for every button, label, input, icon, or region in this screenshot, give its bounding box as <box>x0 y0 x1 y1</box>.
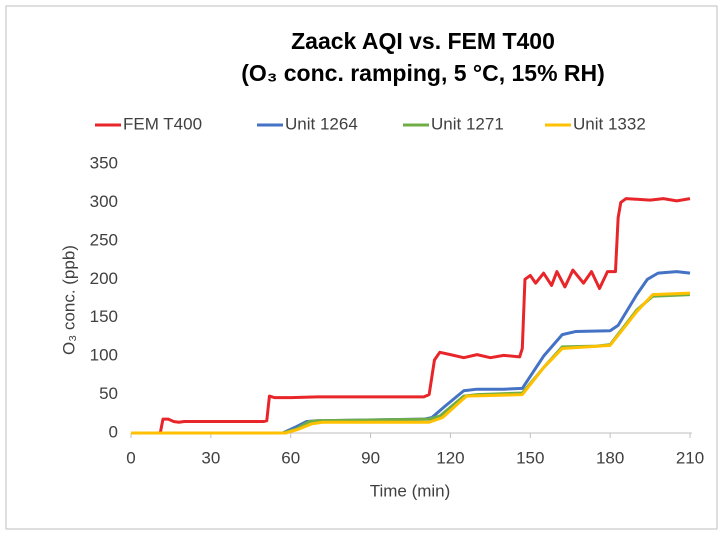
legend-label: Unit 1264 <box>285 114 358 133</box>
y-tick-label: 50 <box>99 384 118 403</box>
x-tick-label: 0 <box>126 448 135 467</box>
legend-label: Unit 1271 <box>431 114 504 133</box>
y-tick-label: 0 <box>109 422 118 441</box>
y-tick-label: 100 <box>90 346 118 365</box>
x-tick-label: 30 <box>201 448 220 467</box>
chart-subtitle: (O₃ conc. ramping, 5 °C, 15% RH) <box>241 60 605 86</box>
x-tick-label: 60 <box>281 448 300 467</box>
x-tick-label: 210 <box>676 448 704 467</box>
legend-label: Unit 1332 <box>573 114 646 133</box>
x-tick-label: 150 <box>516 448 544 467</box>
x-axis-title: Time (min) <box>370 481 451 500</box>
x-tick-label: 180 <box>596 448 624 467</box>
y-tick-label: 350 <box>90 153 118 172</box>
x-tick-label: 90 <box>361 448 380 467</box>
y-tick-label: 300 <box>90 192 118 211</box>
series-line <box>131 197 691 435</box>
x-tick-label: 120 <box>436 448 464 467</box>
y-axis-title: O₃ conc. (ppb) <box>59 245 78 355</box>
y-tick-label: 150 <box>90 307 118 326</box>
y-tick-label: 200 <box>90 269 118 288</box>
y-tick-label: 250 <box>90 230 118 249</box>
chart-title: Zaack AQI vs. FEM T400 <box>291 28 555 54</box>
legend-label: FEM T400 <box>123 114 202 133</box>
series-line <box>131 291 691 435</box>
chart-frame <box>5 5 718 530</box>
